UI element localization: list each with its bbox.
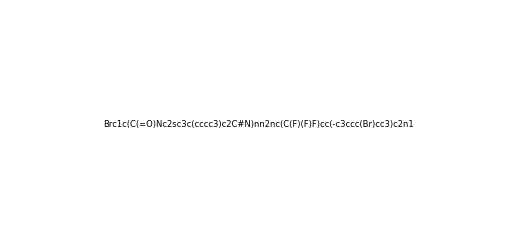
Text: Brc1c(C(=O)Nc2sc3c(cccc3)c2C#N)nn2nc(C(F)(F)F)cc(-c3ccc(Br)cc3)c2n1: Brc1c(C(=O)Nc2sc3c(cccc3)c2C#N)nn2nc(C(F… [103,120,414,129]
